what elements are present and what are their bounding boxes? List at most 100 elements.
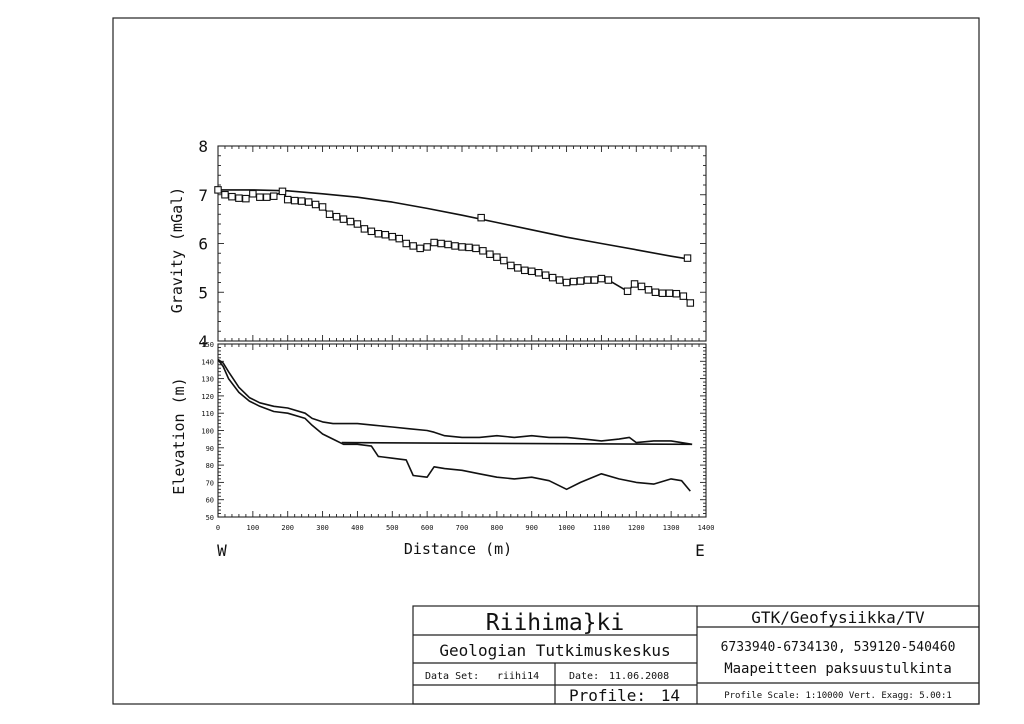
profile-label: Profile: xyxy=(569,686,646,705)
x-tick-label: 900 xyxy=(525,524,538,532)
y-tick-label: 140 xyxy=(201,358,214,366)
gravity-data-point xyxy=(665,289,674,297)
organization-name: Geologian Tutkimuskeskus xyxy=(439,641,670,660)
elevation-series-line-2 xyxy=(217,359,691,492)
y-tick-label: 90 xyxy=(206,445,214,453)
gravity-data-point xyxy=(644,286,653,294)
gravity-axis-ticks xyxy=(217,145,707,342)
x-tick-label: 400 xyxy=(351,524,364,532)
x-tick-label: 1300 xyxy=(663,524,680,532)
gravity-data-point xyxy=(437,239,445,248)
y-tick-label: 130 xyxy=(201,376,214,384)
y-tick-label: 80 xyxy=(206,462,214,470)
gravity-data-point xyxy=(507,261,515,270)
east-end-label: E xyxy=(695,541,705,560)
title-block-frame xyxy=(412,605,980,705)
department-name: GTK/Geofysiikka/TV xyxy=(751,608,925,627)
x-tick-label: 1200 xyxy=(628,524,645,532)
elevation-panel: 50 60 70 80 90 100 110 120 130 140 150 0 100 200 300 4… xyxy=(170,341,714,560)
gravity-data-point xyxy=(500,256,508,265)
gravity-data-point xyxy=(477,213,485,222)
gravity-data-point xyxy=(367,227,376,236)
gravity-data-point xyxy=(346,217,355,226)
gravity-data-point xyxy=(409,242,417,250)
x-tick-label: 100 xyxy=(247,524,260,532)
x-tick-label: 200 xyxy=(281,524,294,532)
gravity-y-axis-label: Gravity (mGal) xyxy=(168,187,186,313)
gravity-data-point xyxy=(270,192,278,200)
gravity-data-point xyxy=(263,193,271,201)
gravity-data-point xyxy=(597,274,606,283)
y-tick-label: 150 xyxy=(201,341,214,349)
site-title: Riihima}ki xyxy=(486,610,624,636)
elevation-plot-frame xyxy=(217,343,707,518)
gravity-data-point xyxy=(325,210,334,219)
elevation-series-line-3 xyxy=(341,441,693,446)
gravity-data-point xyxy=(590,276,599,284)
gravity-data-point xyxy=(493,253,501,261)
x-tick-label: 600 xyxy=(421,524,434,532)
y-tick-label: 7 xyxy=(198,186,208,205)
gravity-data-point xyxy=(658,289,667,297)
gravity-data-point xyxy=(527,267,536,276)
gravity-data-point xyxy=(221,191,229,199)
gravity-data-point xyxy=(472,244,480,253)
gravity-data-point xyxy=(360,225,369,233)
gravity-data-point xyxy=(651,288,660,296)
y-tick-label: 110 xyxy=(201,410,214,418)
subject-text: Maapeitteen paksuustulkinta xyxy=(724,661,952,677)
gravity-data-point xyxy=(430,238,438,247)
date-value: 11.06.2008 xyxy=(609,671,669,682)
gravity-data-point xyxy=(458,243,466,251)
title-block: Riihima}ki Geologian Tutkimuskeskus Data… xyxy=(412,605,980,705)
west-end-label: W xyxy=(217,541,227,560)
x-tick-label: 0 xyxy=(216,524,220,532)
gravity-data-point xyxy=(388,232,397,241)
y-tick-label: 120 xyxy=(201,393,214,401)
gravity-data-point xyxy=(332,212,341,221)
gravity-data-point xyxy=(576,277,585,285)
gravity-data-point xyxy=(423,243,431,251)
gravity-data-point xyxy=(604,276,613,284)
profile-scale-text: Profile Scale: 1:10000 Vert. Exagg: 5.00… xyxy=(724,691,952,701)
gravity-data-point xyxy=(353,220,362,228)
x-tick-label: 700 xyxy=(456,524,469,532)
x-tick-label: 800 xyxy=(491,524,504,532)
gravity-data-point xyxy=(339,215,348,223)
gravity-data-point xyxy=(623,287,632,296)
elevation-series-line-1 xyxy=(217,358,693,446)
gravity-data-point xyxy=(444,240,452,249)
gravity-data-point xyxy=(486,250,494,258)
coordinates-text: 6733940-6734130, 539120-540460 xyxy=(721,640,956,655)
gravity-data-point xyxy=(416,244,424,253)
y-tick-label: 4 xyxy=(198,332,208,351)
elevation-axis-ticks xyxy=(217,343,707,518)
elevation-series-group xyxy=(217,358,693,492)
gravity-data-point xyxy=(451,242,459,250)
gravity-data-point xyxy=(534,268,543,277)
gravity-data-point xyxy=(242,194,250,203)
gravity-data-point xyxy=(381,230,390,239)
distance-x-axis-label: Distance (m) xyxy=(404,540,512,558)
gravity-data-point xyxy=(541,271,550,279)
gravity-data-point xyxy=(290,196,299,205)
gravity-series-line-1 xyxy=(218,189,689,260)
gravity-data-point xyxy=(395,234,404,243)
gravity-data-point xyxy=(304,198,313,206)
gravity-data-point xyxy=(283,195,292,204)
y-tick-label: 70 xyxy=(206,479,214,487)
dataset-value: riihi14 xyxy=(497,671,539,682)
y-tick-label: 8 xyxy=(198,137,208,156)
gravity-data-point xyxy=(679,292,688,300)
gravity-data-point xyxy=(686,299,695,307)
gravity-data-point xyxy=(630,280,639,288)
gravity-data-point xyxy=(465,243,473,252)
gravity-data-point xyxy=(402,239,410,248)
dataset-label: Data Set: xyxy=(425,671,479,682)
profile-number: 14 xyxy=(661,686,680,705)
elevation-y-tick-labels: 50 60 70 80 90 100 110 120 130 140 150 xyxy=(201,341,214,522)
sheet-border xyxy=(112,17,980,705)
gravity-data-point xyxy=(514,264,522,272)
gravity-y-tick-labels: 4 5 6 7 8 xyxy=(198,137,208,351)
